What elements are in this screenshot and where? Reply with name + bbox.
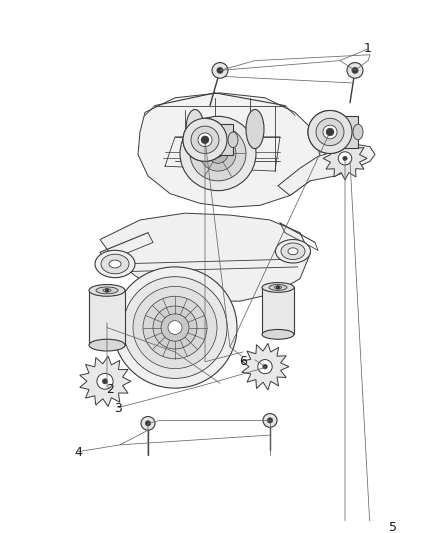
Circle shape <box>113 267 237 388</box>
Polygon shape <box>100 213 310 301</box>
Circle shape <box>212 62 228 78</box>
Ellipse shape <box>308 110 352 154</box>
Bar <box>205 124 233 156</box>
Ellipse shape <box>103 289 111 292</box>
Ellipse shape <box>323 125 337 139</box>
Circle shape <box>161 314 189 341</box>
Circle shape <box>217 67 223 74</box>
Circle shape <box>347 62 363 78</box>
Polygon shape <box>80 356 131 407</box>
Bar <box>262 287 294 334</box>
Circle shape <box>190 126 246 181</box>
Ellipse shape <box>198 133 212 147</box>
Circle shape <box>208 144 228 163</box>
Ellipse shape <box>269 285 287 290</box>
Ellipse shape <box>308 110 352 154</box>
Text: 6: 6 <box>239 356 247 368</box>
Ellipse shape <box>276 239 311 263</box>
Circle shape <box>145 421 151 426</box>
Circle shape <box>276 286 280 289</box>
Polygon shape <box>278 144 375 196</box>
Ellipse shape <box>246 109 264 149</box>
Ellipse shape <box>316 118 344 146</box>
Bar <box>330 116 358 148</box>
Bar <box>89 290 125 345</box>
Text: 2: 2 <box>106 383 114 395</box>
Circle shape <box>258 360 272 374</box>
Circle shape <box>267 418 273 423</box>
Circle shape <box>338 152 352 165</box>
Ellipse shape <box>89 340 125 351</box>
Ellipse shape <box>288 248 298 255</box>
Text: 4: 4 <box>74 446 82 459</box>
Ellipse shape <box>191 126 219 154</box>
Ellipse shape <box>96 287 118 294</box>
Circle shape <box>201 136 209 144</box>
Ellipse shape <box>281 243 305 260</box>
Circle shape <box>105 288 109 292</box>
Ellipse shape <box>109 260 121 268</box>
Ellipse shape <box>183 118 227 161</box>
Circle shape <box>102 378 108 384</box>
Circle shape <box>352 67 358 74</box>
Ellipse shape <box>101 254 129 274</box>
Ellipse shape <box>228 132 238 148</box>
Text: 5: 5 <box>389 521 397 533</box>
Ellipse shape <box>186 109 204 149</box>
Polygon shape <box>138 93 320 207</box>
Circle shape <box>133 286 217 369</box>
Circle shape <box>326 128 334 136</box>
Circle shape <box>141 416 155 430</box>
Circle shape <box>263 364 268 369</box>
Ellipse shape <box>95 251 135 278</box>
Polygon shape <box>323 137 367 180</box>
Circle shape <box>143 296 207 359</box>
Circle shape <box>123 277 227 378</box>
Circle shape <box>180 116 256 191</box>
Ellipse shape <box>89 285 125 296</box>
Circle shape <box>168 321 182 334</box>
Circle shape <box>214 150 222 157</box>
Circle shape <box>200 136 236 171</box>
Circle shape <box>97 374 113 389</box>
Circle shape <box>343 156 347 160</box>
Polygon shape <box>242 343 289 390</box>
Text: 3: 3 <box>114 402 122 415</box>
Ellipse shape <box>262 329 294 340</box>
Ellipse shape <box>183 118 227 161</box>
Circle shape <box>263 414 277 427</box>
Text: 1: 1 <box>364 43 372 55</box>
Circle shape <box>153 306 197 349</box>
Ellipse shape <box>353 124 363 140</box>
Ellipse shape <box>275 286 282 289</box>
Ellipse shape <box>262 282 294 292</box>
